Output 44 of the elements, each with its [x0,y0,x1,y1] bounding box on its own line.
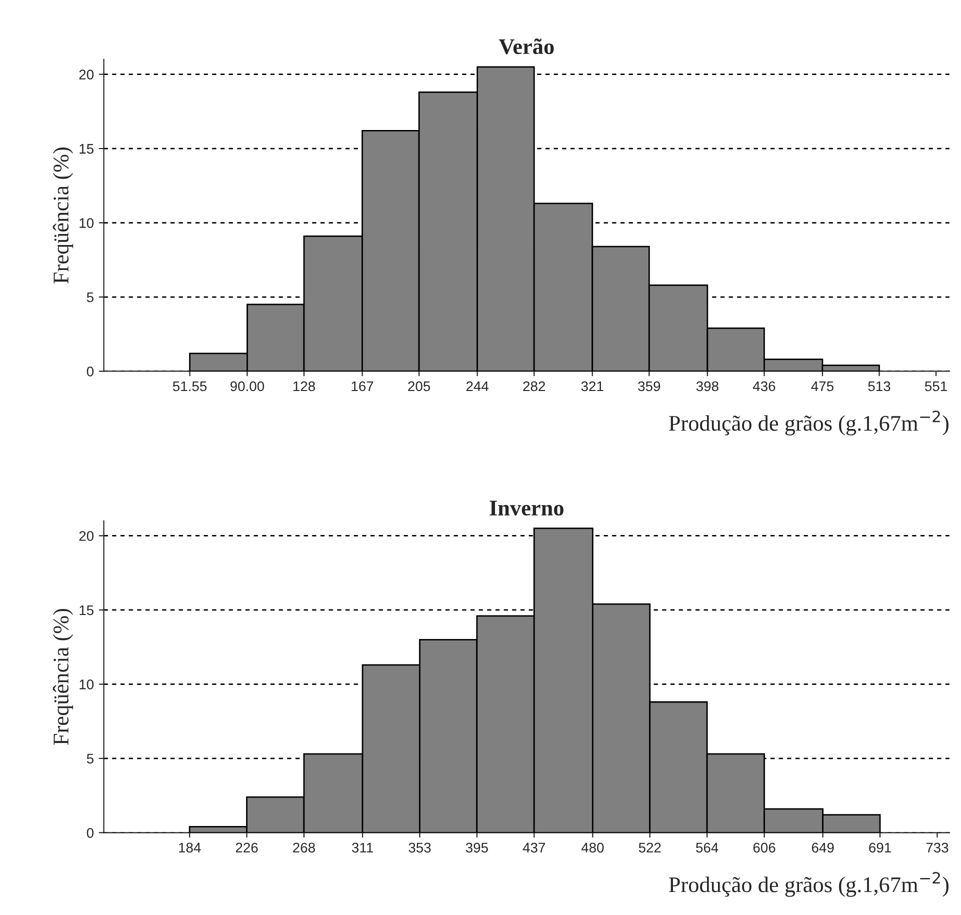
x-tick-label: 205 [408,381,430,392]
x-tick-label: 359 [638,381,660,392]
x-tick-label: 649 [812,842,834,853]
y-tick-label: 10 [80,680,94,690]
x-tick-label: 184 [179,842,201,853]
x-tick-label: 436 [752,381,776,392]
y-axis-title: Freqüência (%) [52,148,74,284]
chart-title: Inverno [490,500,564,516]
x-tick-label: 90.00 [230,381,264,392]
x-tick-label: 564 [696,842,718,853]
x-tick-label: 522 [638,842,661,853]
x-tick-label: 51.55 [172,381,207,392]
x-tick-label: 437 [522,842,546,853]
y-tick-label: 10 [80,218,94,228]
x-tick-label: 321 [581,381,604,392]
x-tick-label: 513 [868,381,890,392]
y-tick-label: 20 [79,70,94,80]
x-tick-label: 311 [352,842,373,853]
x-tick-label: 244 [466,381,489,392]
y-tick-label: 5 [86,292,94,302]
x-tick-label: 551 [924,381,947,392]
x-axis-title: Produção de grãos (g.1,67m$^{−2}$) [668,410,948,436]
chart-title: Verão [498,38,554,54]
x-tick-label: 268 [293,842,315,853]
x-tick-label: 282 [523,381,545,392]
x-tick-label: 475 [811,381,834,392]
y-axis-title: Freqüência (%) [52,608,74,745]
x-tick-label: 128 [293,381,315,392]
x-tick-label: 691 [869,842,891,853]
x-tick-label: 606 [753,842,776,853]
y-tick-label: 5 [86,754,94,764]
x-axis-title: Produção de grãos (g.1,67m$^{−2}$) [668,872,948,897]
y-tick-label: 20 [79,531,94,541]
x-tick-label: 480 [581,842,604,853]
x-tick-label: 226 [236,842,258,853]
x-tick-label: 733 [926,842,948,853]
x-tick-label: 353 [408,842,431,853]
x-tick-label: 167 [352,381,374,392]
y-tick-label: 0 [86,366,94,376]
y-tick-label: 0 [86,828,94,838]
x-tick-label: 398 [696,381,718,392]
y-tick-label: 15 [80,605,94,616]
y-tick-label: 15 [80,144,94,154]
x-tick-label: 395 [466,842,488,853]
